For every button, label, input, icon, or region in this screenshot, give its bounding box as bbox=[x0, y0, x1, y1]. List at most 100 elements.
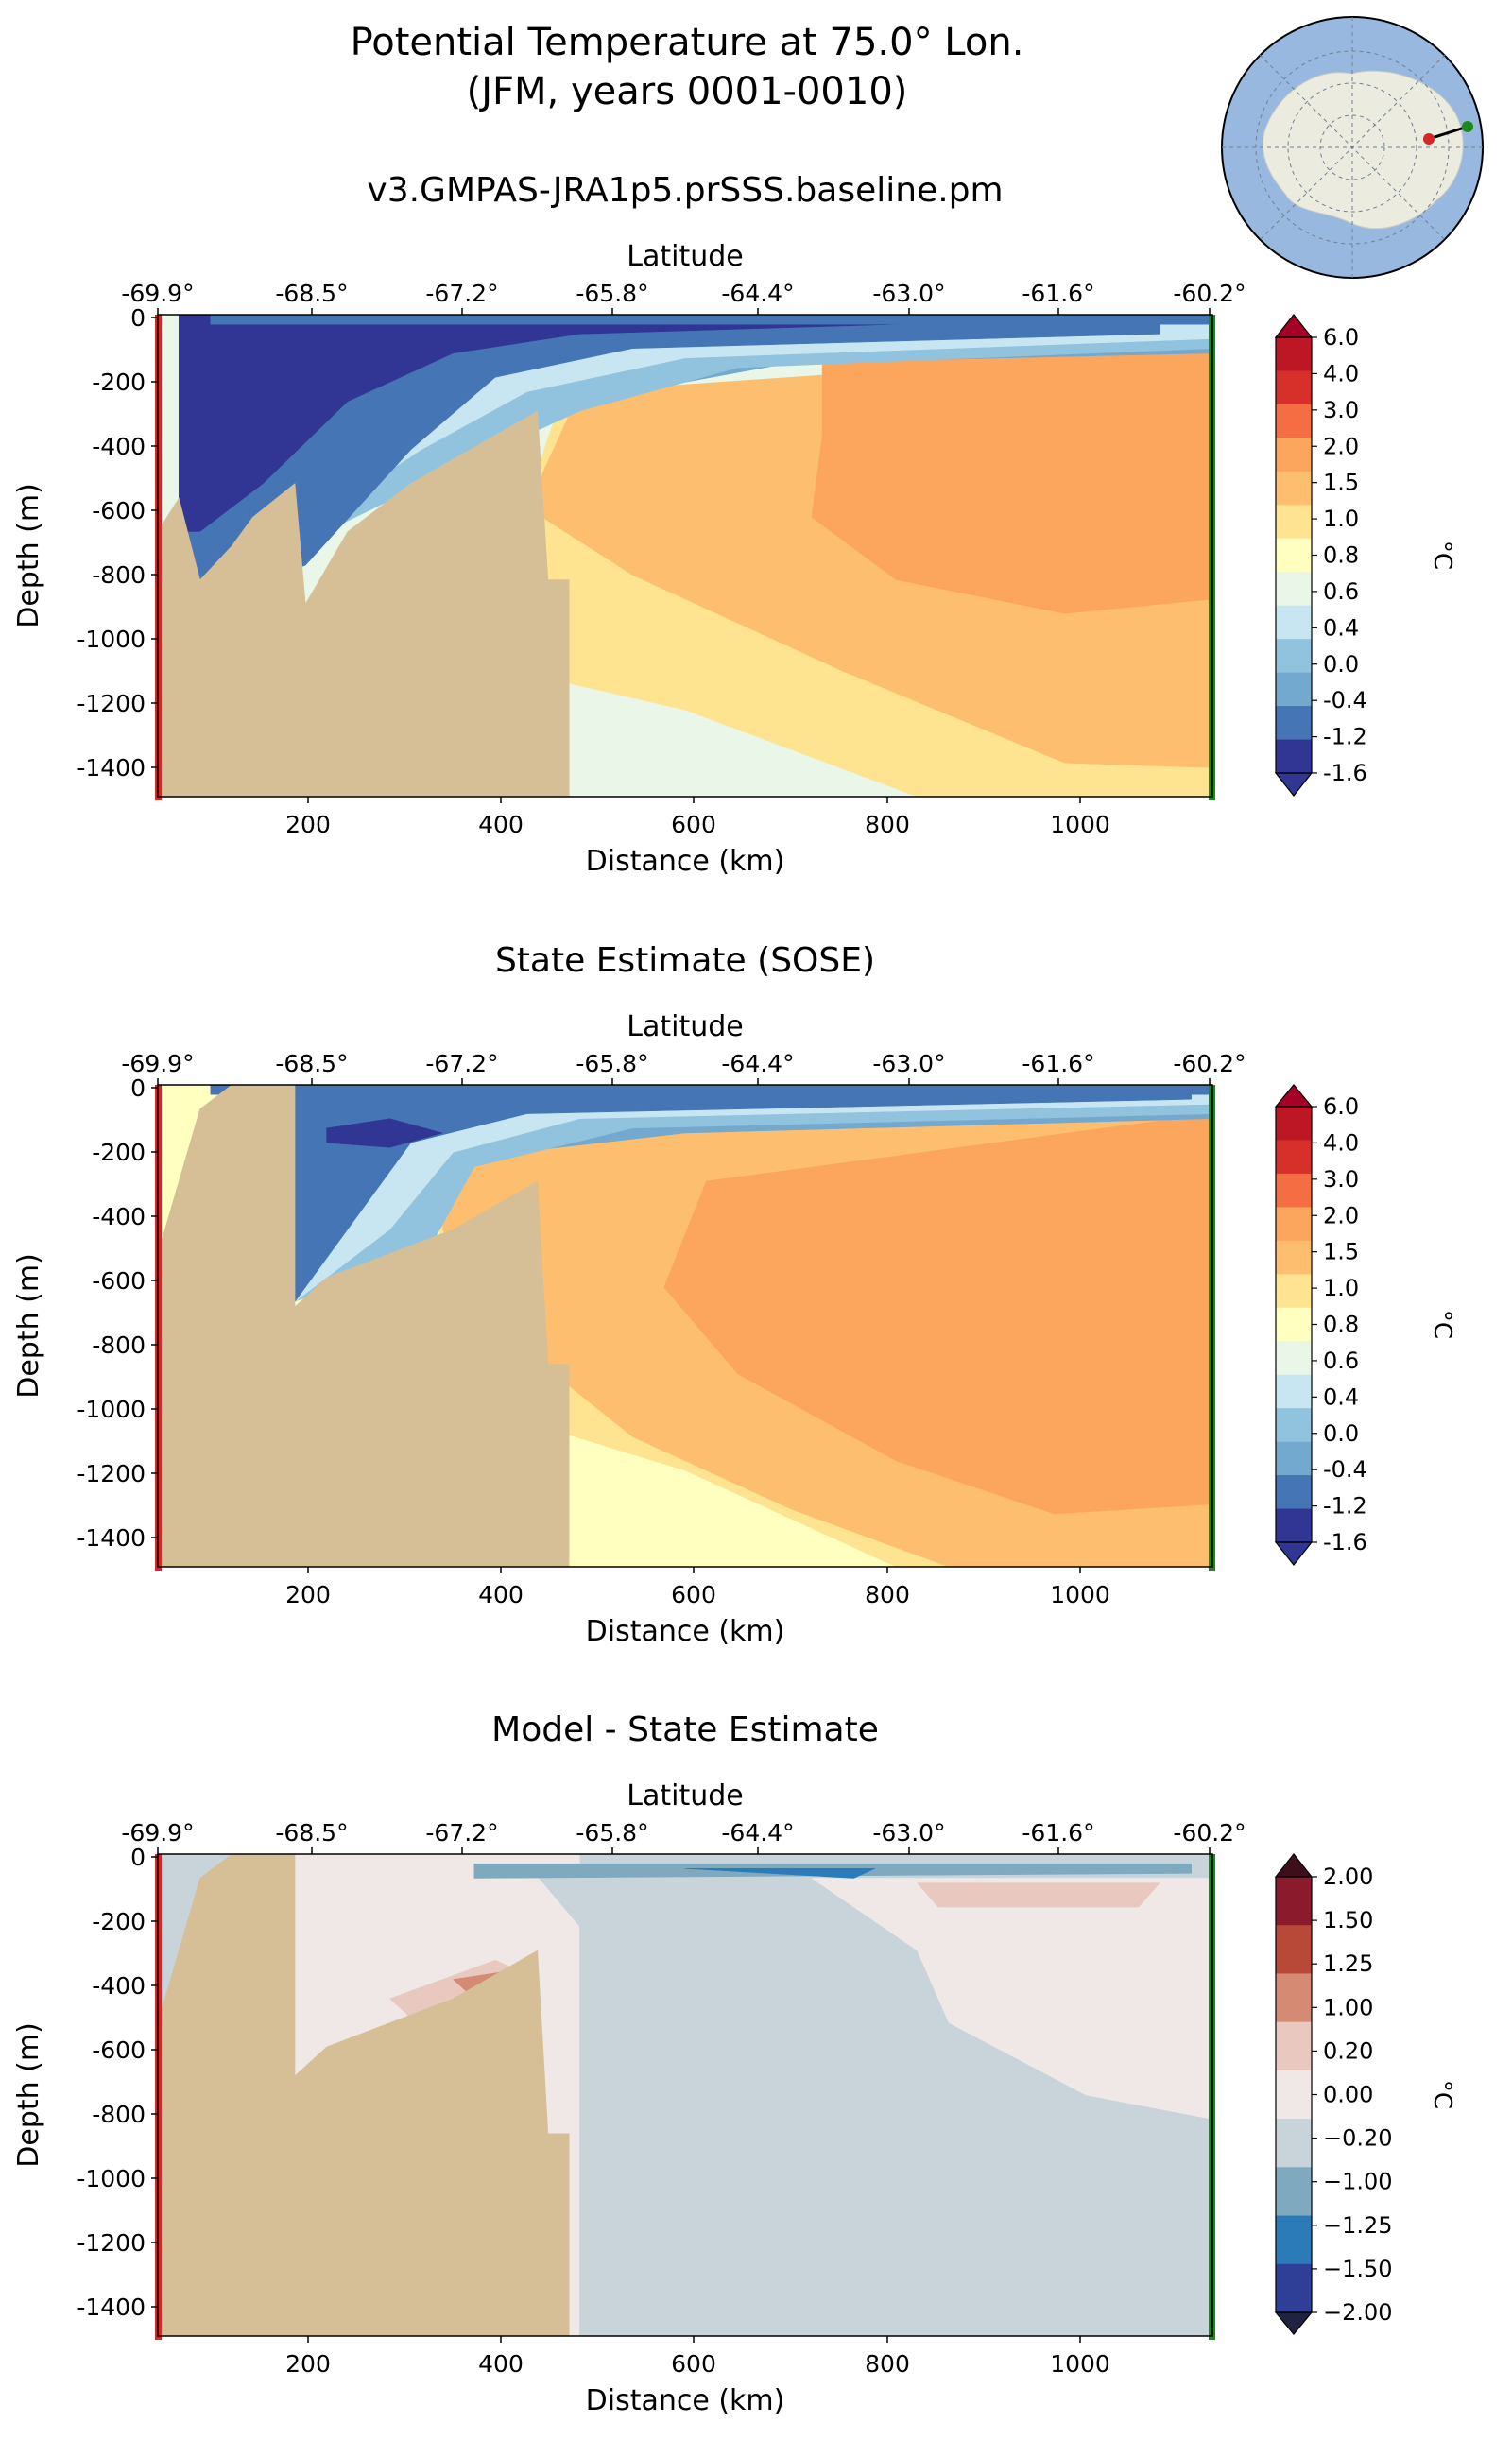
panel2-colorbar-segment bbox=[1276, 1441, 1312, 1476]
panel2-colorbar-tick-label: -1.6 bbox=[1323, 1529, 1367, 1555]
panel1-colorbar-tick-label: 6.0 bbox=[1323, 324, 1359, 351]
panel3-x-tick-label: 1000 bbox=[1050, 2350, 1110, 2378]
panel-1: v3.GMPAS-JRA1p5.prSSS.baseline.pm 0 -200 -4… bbox=[12, 171, 1456, 878]
inset-transect-line bbox=[1428, 125, 1469, 141]
panel1-y-tick-label: -800 bbox=[92, 561, 146, 589]
panel3-lat-tick-label: -61.6° bbox=[1022, 1819, 1094, 1847]
panel-3: Model - State Estimate 0 -200 -400 -600 -800 -… bbox=[12, 1710, 1456, 2417]
panel1-colorbar-tick-label: 0.6 bbox=[1323, 578, 1359, 605]
inset-end-dot bbox=[1462, 121, 1473, 132]
panel3-colorbar-segment bbox=[1276, 1973, 1312, 2023]
inset-antarctica bbox=[1263, 70, 1464, 230]
panel3-y-tick-label: -600 bbox=[92, 2036, 146, 2064]
panel3-y-tick-label: -800 bbox=[92, 2101, 146, 2128]
panel3-contour-warm-ring bbox=[916, 1882, 1160, 1908]
panel2-colorbar-segment bbox=[1276, 1207, 1312, 1242]
panel1-colorbar-segment bbox=[1276, 505, 1312, 540]
panel1-y-tick-label: -200 bbox=[92, 369, 146, 396]
panel2-field bbox=[158, 1085, 1212, 1567]
panel2-colorbar-tick-label: -1.2 bbox=[1323, 1493, 1367, 1520]
panel3-lat-tick-label: -67.2° bbox=[425, 1819, 498, 1847]
panel3-colorbar-tick-label: 2.00 bbox=[1323, 1864, 1373, 1890]
panel1-colorbar-tick-label: 0.0 bbox=[1323, 651, 1359, 678]
panel1-lat-tick-label: -61.6° bbox=[1022, 280, 1094, 307]
panel1-x-tick-label: 800 bbox=[865, 811, 910, 838]
panel3-y-axis-label: Depth (m) bbox=[12, 2022, 45, 2168]
panel1-colorbar-segment bbox=[1276, 605, 1312, 640]
panel2-colorbar-tick-label: 0.8 bbox=[1323, 1312, 1359, 1338]
panel3-contour-land bbox=[158, 1854, 570, 2336]
panel2-colorbar-segment bbox=[1276, 1274, 1312, 1309]
panel1-colorbar-tick-label: 1.0 bbox=[1323, 506, 1359, 532]
panel2-y-tick-label: -400 bbox=[92, 1203, 146, 1230]
panel3-contour-warm-patch bbox=[811, 1878, 1212, 2120]
panel1-y-tick-label: -1200 bbox=[77, 690, 146, 717]
panel2-colorbar-extend-top bbox=[1274, 1084, 1314, 1108]
panel1-colorbar-segment bbox=[1276, 404, 1312, 438]
panel2-colorbar-tick-label: 2.0 bbox=[1323, 1202, 1359, 1228]
panel1-y-tick-label: -400 bbox=[92, 433, 146, 460]
panel2-colorbar-segment bbox=[1276, 1140, 1312, 1175]
panel1-contour-core-15 bbox=[811, 348, 1212, 614]
panel3-lat-tick-label: -69.9° bbox=[121, 1819, 194, 1847]
panel2-top-axis-label: Latitude bbox=[627, 1010, 743, 1043]
panel3-colorbar-tick-label: 1.00 bbox=[1323, 1994, 1373, 2020]
inset-start-dot bbox=[1423, 133, 1435, 145]
panel3-lat-tick-label: -64.4° bbox=[721, 1819, 794, 1847]
panel1-field bbox=[158, 315, 1212, 797]
panel2-x-tick-label: 600 bbox=[671, 1581, 716, 1608]
panel2-colorbar-tick-label: 0.0 bbox=[1323, 1420, 1359, 1447]
panel1-colorbar-extend-top bbox=[1274, 314, 1314, 338]
panel2-y-tick-label: -1000 bbox=[77, 1396, 146, 1423]
panel2-y-tick-label: -1200 bbox=[77, 1460, 146, 1487]
panel2-contour-slope-cold-4 bbox=[326, 1118, 444, 1148]
panel1-x-axis-label: Distance (km) bbox=[586, 845, 785, 878]
panel1-lat-tick-label: -60.2° bbox=[1173, 280, 1246, 307]
panel1-y-tick-label: -1000 bbox=[77, 626, 146, 653]
panel2-x-tick-label: 800 bbox=[865, 1581, 910, 1608]
panel1-lat-tick-label: -65.8° bbox=[576, 280, 648, 307]
panel1-colorbar-segment bbox=[1276, 438, 1312, 472]
panel2-lat-tick-label: -64.4° bbox=[721, 1050, 794, 1077]
panel3-x-tick-label: 800 bbox=[865, 2350, 910, 2378]
panel3-x-tick-label: 600 bbox=[671, 2350, 716, 2378]
panel2-colorbar-tick-label: 4.0 bbox=[1323, 1129, 1359, 1156]
panel2-colorbar-extend-bottom bbox=[1274, 1541, 1314, 1566]
panel3-axes-frame bbox=[157, 1853, 1213, 2337]
panel1-colorbar-tick-label: 1.5 bbox=[1323, 470, 1359, 496]
panel1-contour-land bbox=[158, 410, 570, 797]
panel2-colorbar-segment bbox=[1276, 1475, 1312, 1510]
panel2-lat-tick-label: -68.5° bbox=[275, 1050, 348, 1077]
panel3-lat-tick-label: -63.0° bbox=[872, 1819, 945, 1847]
panel1-lat-tick-label: -63.0° bbox=[872, 280, 945, 307]
panel3-y-tick-label: -400 bbox=[92, 1972, 146, 2000]
panel3-y-tick-label: -1200 bbox=[77, 2229, 146, 2257]
figure-title-line1: Potential Temperature at 75.0° Lon. bbox=[351, 21, 1024, 64]
panel2-contour-core-15 bbox=[663, 1113, 1212, 1515]
panel3-field bbox=[158, 1854, 1212, 2336]
panel2-x-tick-label: 400 bbox=[478, 1581, 524, 1608]
panel1-x-tick-label: 200 bbox=[285, 811, 331, 838]
panel1-x-tick-label: 600 bbox=[671, 811, 716, 838]
panel3-colorbar-tick-label: 0.00 bbox=[1323, 2082, 1373, 2108]
panel3-colorbar-tick-label: 1.50 bbox=[1323, 1907, 1373, 1933]
panel3-colorbar-label: °C bbox=[1428, 2080, 1456, 2109]
panel2-lat-tick-label: -67.2° bbox=[425, 1050, 498, 1077]
panel1-y-tick-label: -600 bbox=[92, 497, 146, 524]
panel3-colorbar-segment bbox=[1276, 2119, 1312, 2168]
panel2-contour-land bbox=[158, 1085, 570, 1567]
panel2-lat-tick-label: -61.6° bbox=[1022, 1050, 1094, 1077]
panel3-y-tick-label: -1400 bbox=[77, 2294, 146, 2321]
panel3-colorbar-tick-label: −1.00 bbox=[1323, 2169, 1393, 2195]
panel1-lat-tick-label: -68.5° bbox=[275, 280, 348, 307]
panel1-colorbar-tick-label: 4.0 bbox=[1323, 360, 1359, 387]
panel3-x-axis-label: Distance (km) bbox=[586, 2384, 785, 2417]
panel2-contour-top-band bbox=[210, 1085, 1212, 1095]
panel3-x-tick-label: 400 bbox=[478, 2350, 524, 2378]
panel3-colorbar-segment bbox=[1276, 2263, 1312, 2313]
panel2-lat-tick-label: -60.2° bbox=[1173, 1050, 1246, 1077]
panel3-colorbar-segment bbox=[1276, 2021, 1312, 2071]
panel1-colorbar-segment bbox=[1276, 370, 1312, 405]
panel3-colorbar-tick-label: −1.25 bbox=[1323, 2212, 1393, 2239]
panel1-colorbar-segment bbox=[1276, 639, 1312, 674]
